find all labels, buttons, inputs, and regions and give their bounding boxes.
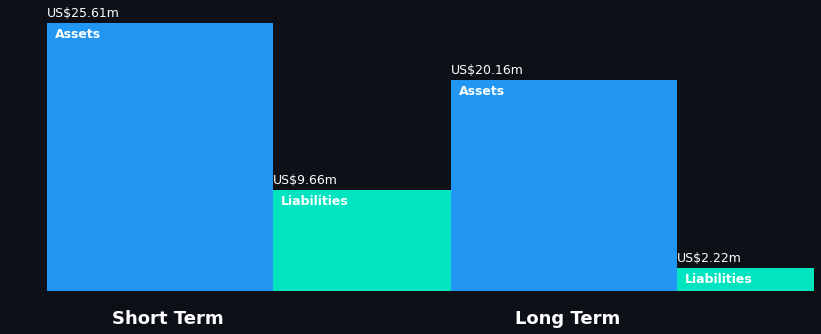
Text: Assets: Assets [55, 28, 102, 41]
Text: US$9.66m: US$9.66m [273, 174, 338, 187]
FancyBboxPatch shape [48, 23, 273, 291]
Text: Long Term: Long Term [516, 310, 621, 328]
Text: US$2.22m: US$2.22m [677, 252, 741, 265]
Text: US$20.16m: US$20.16m [451, 64, 524, 77]
Text: Short Term: Short Term [112, 310, 223, 328]
Text: Assets: Assets [459, 85, 505, 98]
Text: Liabilities: Liabilities [685, 273, 753, 286]
Text: Liabilities: Liabilities [282, 195, 349, 208]
FancyBboxPatch shape [273, 190, 499, 291]
FancyBboxPatch shape [451, 80, 677, 291]
Text: US$25.61m: US$25.61m [48, 7, 120, 20]
FancyBboxPatch shape [677, 268, 821, 291]
